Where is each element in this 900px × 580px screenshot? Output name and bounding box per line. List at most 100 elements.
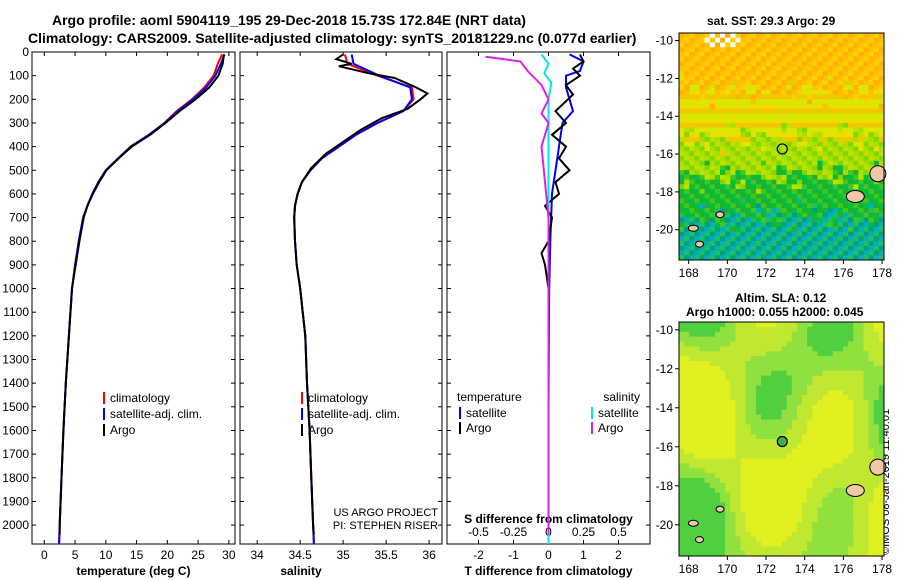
map-cell [755,189,762,195]
map-cell [679,434,685,440]
map-cell [878,443,885,450]
map-cell [796,118,803,124]
map-cell [725,478,731,484]
map-cell [863,361,869,367]
map-cell [827,127,834,133]
map-cell [796,170,803,176]
map-cell [735,203,741,209]
map-cell [745,487,752,494]
map-cell [704,409,711,416]
map-cell [781,546,787,552]
map-cell [791,37,798,43]
map-cell [796,521,803,528]
map-cell [812,108,818,114]
map-cell [858,458,864,464]
map-cell [822,331,828,338]
map-cell [843,507,849,513]
map-cell [750,326,757,333]
map-cell [694,198,700,204]
map-cell [725,37,731,43]
map-cell [745,507,752,513]
map-cell [730,89,736,95]
map-cell [761,336,767,342]
map-cell [791,146,798,152]
map-cell [791,482,798,489]
map-cell [750,478,757,484]
map-cell [781,108,787,114]
map-cell [699,487,705,494]
map-cell [771,231,777,237]
map-cell [766,42,772,48]
map-cell [843,208,849,214]
map-cell [802,463,808,469]
map-cell [873,241,880,247]
map-cell [781,56,787,62]
map-cell [766,174,772,180]
map-cell [714,468,721,474]
map-cell [755,419,762,425]
map-cell [868,80,875,86]
map-cell [740,231,746,237]
map-cell [699,137,705,143]
map-cell [853,351,859,357]
map-cell [802,222,808,228]
map-cell [868,517,875,523]
map-cell [827,448,834,455]
map-cell [827,198,834,204]
map-cell [843,429,849,435]
map-cell [761,439,767,445]
map-cell [837,502,844,508]
map-cell [776,487,782,494]
map-cell [745,66,752,72]
map-cell [725,231,731,237]
map-cell [817,414,823,420]
map-cell [878,326,885,333]
map-cell [771,390,777,396]
map-cell [781,419,787,425]
map-cell [709,468,716,474]
map-cell [679,122,685,128]
map-cell [776,400,782,406]
map-cell [699,375,705,381]
map-cell [781,118,787,124]
map-cell [791,375,798,381]
map-cell [699,184,705,190]
map-cell [771,370,777,377]
map-cell [837,546,844,552]
map-cell [684,404,690,411]
map-cell [725,482,731,489]
map-cell [848,122,854,128]
map-cell [812,346,818,352]
map-cell [802,165,808,171]
map-cell [709,217,716,223]
map-cell [755,156,762,162]
map-cell [837,75,844,81]
map-cell [709,241,716,247]
map-cell [853,512,859,518]
map-cell [817,189,823,195]
map-cell [878,103,885,109]
map-cell [684,179,690,185]
map-cell [720,390,726,396]
map-cell [771,156,777,162]
map-cell [699,108,705,114]
map-cell [796,113,803,119]
map-cell [791,497,798,503]
map-cell [822,385,828,391]
map-cell [699,222,705,228]
map-cell [796,419,803,425]
map-cell [709,255,716,261]
map-cell [812,170,818,176]
map-cell [822,42,828,48]
map-cell [699,118,705,124]
map-cell [863,122,869,128]
map-cell [776,47,782,53]
map-cell [827,365,834,372]
map-cell [714,331,721,338]
map-cell [771,385,777,391]
map-cell [745,448,752,455]
map-cell [781,487,787,494]
map-cell [832,208,839,214]
map-cell [761,361,767,367]
map-cell [740,174,746,180]
